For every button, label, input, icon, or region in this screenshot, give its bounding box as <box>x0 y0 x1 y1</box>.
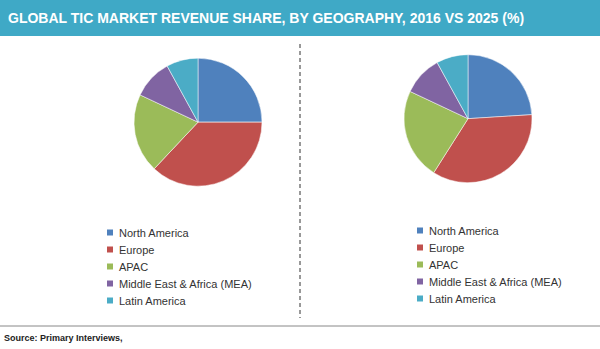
svg-text:Europe: Europe <box>119 244 154 256</box>
svg-text:Source: Primary Interviews,: Source: Primary Interviews, <box>4 333 123 343</box>
svg-text:North America: North America <box>119 227 190 239</box>
svg-text:Europe: Europe <box>429 242 464 254</box>
svg-text:Latin America: Latin America <box>119 295 187 307</box>
svg-text:Middle East & Africa (MEA): Middle East & Africa (MEA) <box>119 278 252 290</box>
svg-text:GLOBAL TIC MARKET REVENUE SHAR: GLOBAL TIC MARKET REVENUE SHARE, BY GEOG… <box>8 10 524 26</box>
svg-text:Middle East & Africa (MEA): Middle East & Africa (MEA) <box>429 276 562 288</box>
svg-text:Latin America: Latin America <box>429 293 497 305</box>
svg-text:North America: North America <box>429 225 500 237</box>
svg-text:APAC: APAC <box>119 261 148 273</box>
svg-text:APAC: APAC <box>429 259 458 271</box>
